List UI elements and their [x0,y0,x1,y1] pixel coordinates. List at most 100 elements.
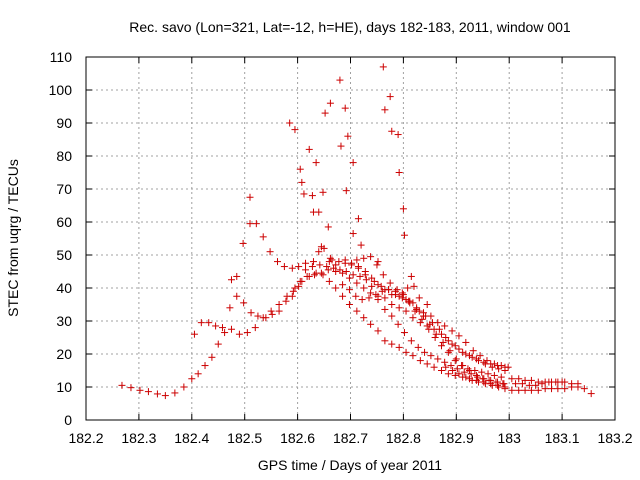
data-point [319,188,327,196]
data-point [190,330,198,338]
data-point [501,367,509,374]
data-point [469,347,477,355]
data-point [395,304,403,312]
data-point [515,375,523,383]
data-point [316,261,324,269]
data-point [252,220,260,228]
data-point [521,386,529,394]
data-point [495,365,503,373]
data-point [218,324,226,332]
data-point [504,363,512,371]
y-tick-label: 0 [64,412,72,428]
data-point [435,325,443,333]
data-point [423,360,431,368]
data-point [246,220,254,228]
data-point [455,370,463,378]
data-point [374,258,382,266]
data-point [386,279,394,287]
data-point [344,132,352,140]
data-point [246,193,254,201]
data-point [388,312,396,320]
x-tick-label: 183.2 [597,430,632,446]
data-point [381,305,389,313]
data-point [226,304,234,312]
data-point [467,370,475,378]
data-point [324,223,332,231]
data-point [430,363,438,371]
x-tick-label: 182.3 [121,430,156,446]
data-point [303,272,311,280]
data-point [127,384,135,392]
data-point [332,284,340,292]
data-point [532,381,540,389]
data-point [427,352,435,360]
x-tick-label: 182.5 [227,430,262,446]
data-point [497,373,505,381]
data-point [488,363,496,371]
data-point [259,233,267,241]
data-point [455,332,463,340]
x-tick-label: 182.2 [68,430,103,446]
data-point [395,292,403,300]
data-point [323,263,331,271]
data-point [296,165,304,173]
data-point [446,347,454,355]
data-point [475,378,483,386]
data-point [434,355,442,363]
data-point [448,327,456,335]
data-point [266,248,274,256]
data-point [325,258,333,266]
data-point [288,292,296,300]
data-point [515,386,523,394]
data-point [479,375,487,383]
data-point [484,370,492,378]
data-point [136,386,144,394]
data-point [268,310,276,318]
data-point [295,263,303,271]
data-point [354,215,362,223]
data-point [337,142,345,150]
data-point [466,367,474,374]
data-point [324,266,332,274]
data-point [368,274,376,282]
data-point [339,292,347,300]
y-tick-label: 30 [56,313,72,329]
y-tick-label: 60 [56,214,72,230]
y-tick-label: 40 [56,280,72,296]
data-point [345,301,353,308]
data-point [321,109,329,117]
data-point [460,368,468,376]
data-point [425,325,433,333]
data-point [291,284,299,292]
data-point [441,322,449,330]
data-point [353,307,361,315]
data-point [468,353,476,361]
data-point [423,301,431,308]
data-point [400,231,408,239]
data-point [320,244,328,252]
x-tick-label: 182.8 [386,430,421,446]
data-point [409,299,417,307]
data-point [399,205,407,213]
data-point [421,348,429,356]
data-point [420,312,428,320]
data-point [545,378,553,386]
data-point [296,277,304,285]
data-point [452,355,460,363]
data-point [508,375,516,383]
data-point [349,159,357,167]
data-point [312,159,320,167]
data-point [554,385,562,393]
chart-title: Rec. savo (Lon=321, Lat=-12, h=HE), days… [129,19,571,35]
data-point [415,294,423,302]
data-point [488,381,496,389]
data-point [548,385,556,393]
data-point [144,388,152,396]
data-point [286,119,294,127]
data-point [407,337,415,345]
x-axis-label: GPS time / Days of year 2011 [258,457,442,473]
data-point [518,380,526,388]
data-point [388,127,396,135]
data-point [391,287,399,295]
data-point [374,281,382,289]
